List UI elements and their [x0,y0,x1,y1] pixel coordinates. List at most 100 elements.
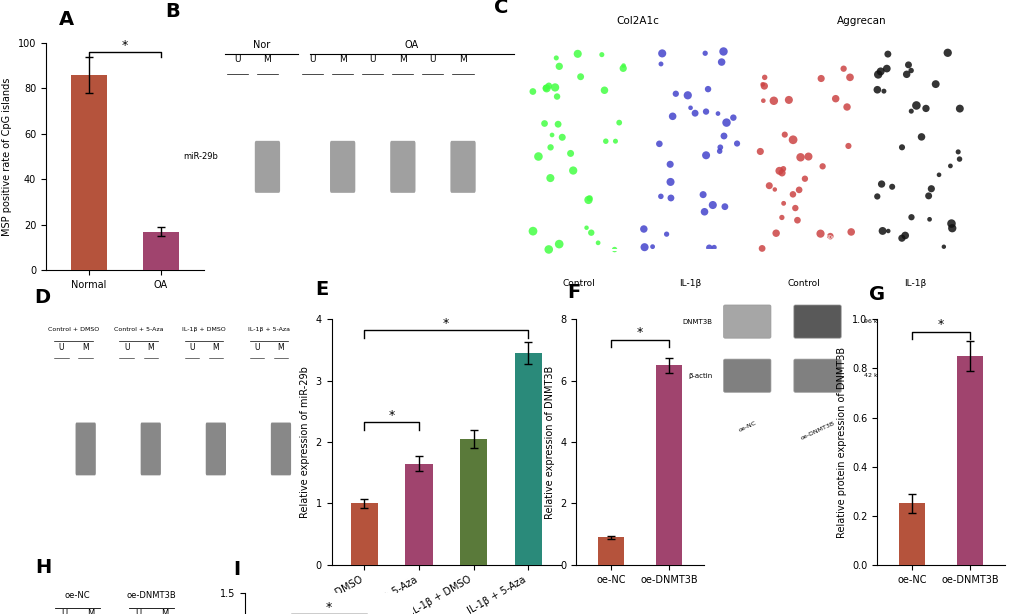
Point [606,136,623,146]
Point [553,133,570,142]
Point [712,57,729,67]
Point [944,223,960,233]
Point [644,242,660,252]
Point [912,132,928,142]
Point [597,136,613,146]
FancyBboxPatch shape [450,141,475,193]
Point [542,142,558,152]
Text: *: * [121,39,128,52]
Point [694,190,710,200]
Point [581,193,597,203]
Text: C: C [493,0,507,17]
Point [949,147,965,157]
Point [546,82,562,92]
Text: U: U [429,55,436,63]
Text: 50μm: 50μm [710,235,727,240]
Point [943,219,959,228]
Point [774,164,791,174]
Text: Control + 5-Aza: Control + 5-Aza [114,327,163,332]
Point [716,202,733,212]
Text: U: U [254,343,260,352]
Point [530,152,546,161]
Text: U: U [189,343,195,352]
Point [700,243,716,252]
Text: Control + DMSO: Control + DMSO [48,327,99,332]
Point [902,106,918,116]
FancyBboxPatch shape [255,141,280,193]
Point [614,61,631,71]
Point [697,150,713,160]
Point [796,174,812,184]
Point [635,224,651,234]
Point [714,47,731,56]
Text: U: U [309,55,316,63]
Bar [71,75,107,270]
Text: oe-DNMT3B: oe-DNMT3B [126,591,176,600]
Point [540,244,556,254]
Text: B: B [165,2,179,21]
Point [524,87,540,96]
Point [561,149,578,158]
Point [686,108,702,118]
Text: 50μm: 50μm [824,235,841,240]
Text: Control: Control [787,279,820,287]
Point [578,223,594,233]
Point [770,166,787,176]
Point [792,152,808,162]
Text: M: M [212,343,219,352]
Text: H: H [36,558,52,577]
Text: oe-DNMT3B: oe-DNMT3B [799,421,835,441]
FancyBboxPatch shape [271,422,290,475]
Point [753,244,769,254]
Point [784,190,800,200]
Point [766,185,783,195]
Point [934,242,951,252]
Point [785,135,801,145]
Text: M: M [459,55,467,63]
Point [704,200,720,210]
Point [907,101,923,111]
Point [653,49,669,58]
FancyBboxPatch shape [793,305,841,338]
Text: M: M [161,609,168,614]
Text: G: G [867,285,883,304]
Point [606,244,623,254]
Text: I: I [233,560,240,578]
Point [920,214,936,224]
Point [800,152,816,161]
Point [711,142,728,152]
Point [879,226,896,236]
Point [682,103,698,113]
Point [869,69,886,79]
Point [773,168,790,178]
Point [565,166,581,176]
Point [896,231,912,241]
Text: IL-1β + 5-Aza: IL-1β + 5-Aza [248,327,289,332]
Point [547,53,564,63]
Point [774,198,791,208]
Point [662,193,679,203]
Text: 42 kDa: 42 kDa [863,373,886,378]
Point [589,238,605,247]
FancyBboxPatch shape [722,359,770,392]
Text: DNMT3B: DNMT3B [682,319,711,325]
Point [536,119,552,128]
Point [548,91,565,101]
Point [754,79,770,89]
Point [537,83,553,93]
Text: U: U [61,609,67,614]
Text: IL-1β: IL-1β [679,279,700,287]
Bar [514,353,541,565]
Point [873,226,890,236]
Point [826,94,843,104]
Point [900,60,916,70]
Point [543,130,559,140]
Point [549,119,566,129]
Bar [597,537,624,565]
Point [790,185,806,195]
Point [883,182,900,192]
Point [840,141,856,151]
Text: *: * [325,600,332,613]
Text: U: U [123,343,129,352]
FancyBboxPatch shape [722,305,770,338]
